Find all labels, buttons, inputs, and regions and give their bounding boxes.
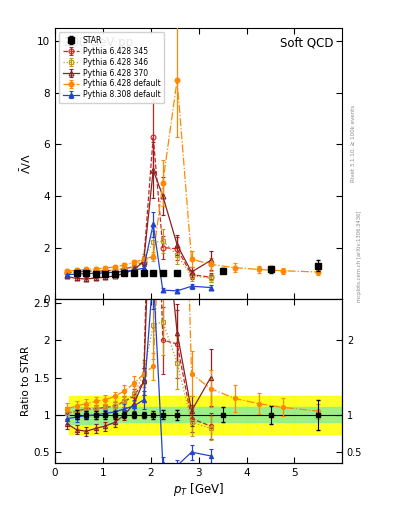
Y-axis label: Ratio to STAR: Ratio to STAR: [21, 346, 31, 416]
X-axis label: $p_T$ [GeV]: $p_T$ [GeV]: [173, 481, 224, 498]
Y-axis label: $\bar{\Lambda}/\Lambda$: $\bar{\Lambda}/\Lambda$: [19, 153, 34, 174]
Text: 200 GeV pp: 200 GeV pp: [64, 36, 133, 49]
Text: mcplots.cern.ch [arXiv:1306.3436]: mcplots.cern.ch [arXiv:1306.3436]: [357, 210, 362, 302]
Text: Soft QCD: Soft QCD: [280, 36, 333, 49]
Legend: STAR, Pythia 6.428 345, Pythia 6.428 346, Pythia 6.428 370, Pythia 6.428 default: STAR, Pythia 6.428 345, Pythia 6.428 346…: [59, 32, 164, 103]
Text: Rivet 3.1.10, ≥ 100k events: Rivet 3.1.10, ≥ 100k events: [351, 105, 356, 182]
